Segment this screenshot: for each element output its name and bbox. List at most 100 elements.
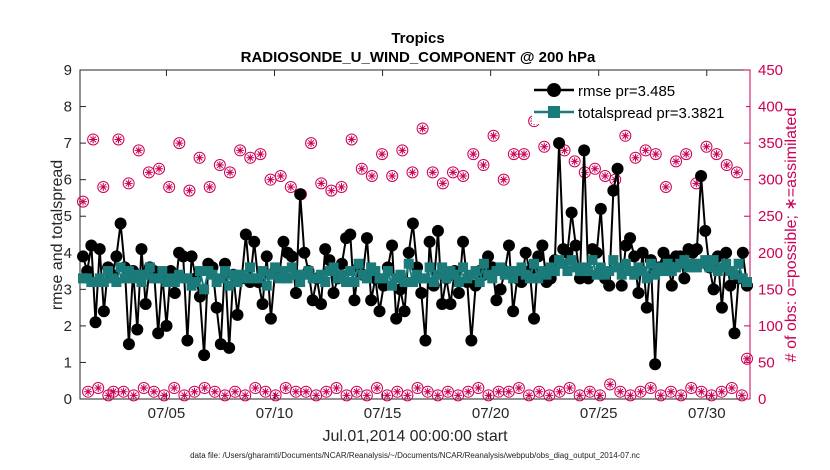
obs-possible-marker — [497, 173, 510, 186]
obs-assimilated-marker — [631, 153, 640, 162]
obs-assimilated-marker — [494, 387, 503, 396]
totalspread-point — [282, 273, 293, 284]
x-tick-label: 07/25 — [580, 405, 618, 422]
obs-count-point — [264, 173, 277, 186]
obs-assimilated-marker — [362, 391, 371, 400]
obs-assimilated-marker — [601, 172, 610, 181]
rmse-point — [260, 250, 273, 263]
rmse-point — [715, 301, 728, 314]
obs-count-point — [533, 385, 546, 398]
obs-assimilated-marker — [535, 387, 544, 396]
rmse-point — [490, 294, 503, 307]
obs-count-point — [178, 389, 191, 402]
x-tick-label: 07/05 — [148, 405, 186, 422]
obs-possible-marker — [401, 389, 414, 402]
obs-assimilated-marker — [372, 384, 381, 393]
obs-possible-marker — [107, 385, 120, 398]
totalspread-point — [336, 269, 347, 280]
obs-assimilated-marker — [144, 168, 153, 177]
obs-assimilated-marker — [104, 391, 113, 400]
rmse-point — [373, 305, 386, 318]
legend-rmse-marker — [547, 83, 561, 97]
obs-possible-marker — [87, 133, 100, 146]
rmse-point — [695, 170, 708, 183]
totalspread-series — [78, 255, 752, 295]
rmse-point — [607, 184, 620, 197]
obs-possible-marker — [305, 137, 318, 150]
obs-assimilated-marker — [99, 182, 108, 191]
obs-count-point — [330, 382, 343, 395]
rmse-point — [423, 235, 436, 248]
obs-count-point — [376, 148, 389, 161]
obs-possible-marker — [730, 166, 743, 179]
totalspread-point — [458, 262, 469, 273]
rmse-point — [223, 341, 236, 354]
x-tick-label: 07/10 — [256, 405, 294, 422]
obs-assimilated-marker — [109, 387, 118, 396]
totalspread-point — [403, 258, 414, 269]
obs-count-point — [639, 144, 652, 157]
totalspread-point — [587, 255, 598, 266]
obs-possible-marker — [315, 177, 328, 190]
rmse-point — [231, 308, 244, 321]
obs-assimilated-marker — [347, 135, 356, 144]
obs-possible-marker — [619, 129, 632, 142]
obs-count-point — [705, 389, 718, 402]
obs-assimilated-marker — [332, 384, 341, 393]
totalspread-point — [345, 266, 356, 277]
obs-count-point — [604, 378, 617, 391]
rmse-point — [640, 301, 653, 314]
obs-assimilated-marker — [560, 146, 569, 155]
x-tick-label: 07/30 — [688, 405, 726, 422]
obs-count-point — [396, 144, 409, 157]
obs-count-point — [431, 389, 444, 402]
obs-possible-marker — [477, 159, 490, 172]
totalspread-point — [650, 269, 661, 280]
obs-assimilated-marker — [246, 153, 255, 162]
totalspread-point — [679, 255, 690, 266]
obs-possible-marker — [720, 159, 733, 172]
obs-possible-marker — [203, 180, 216, 193]
obs-assimilated-marker — [129, 391, 138, 400]
totalspread-point — [604, 266, 615, 277]
y-right-tick-label: 250 — [758, 208, 783, 225]
rmse-point — [239, 228, 252, 241]
obs-possible-marker — [330, 382, 343, 395]
obs-assimilated-marker — [555, 387, 564, 396]
obs-count-point — [305, 137, 318, 150]
obs-assimilated-marker — [175, 139, 184, 148]
obs-assimilated-marker — [160, 391, 169, 400]
obs-possible-marker — [680, 148, 693, 161]
obs-assimilated-marker — [276, 172, 285, 181]
obs-assimilated-marker — [656, 391, 665, 400]
totalspread-point — [328, 262, 339, 273]
rmse-point — [77, 250, 89, 263]
rmse-point — [736, 246, 749, 259]
rmse-point — [160, 319, 173, 332]
obs-assimilated-marker — [672, 157, 681, 166]
totalspread-point — [645, 258, 656, 269]
obs-possible-marker — [345, 133, 358, 146]
obs-count-point — [725, 382, 738, 395]
rmse-point — [624, 232, 637, 245]
obs-assimilated-marker — [504, 387, 513, 396]
rmse-point — [415, 286, 428, 299]
y-right-tick-label: 200 — [758, 245, 783, 262]
obs-assimilated-marker — [428, 168, 437, 177]
rmse-point — [294, 188, 307, 201]
obs-count-point — [213, 159, 226, 172]
y-right-tick-label: 450 — [758, 62, 783, 79]
obs-count-point — [112, 133, 125, 146]
obs-count-point — [467, 148, 480, 161]
obs-count-point — [441, 385, 454, 398]
obs-possible-marker — [563, 382, 576, 395]
legend-spread-label: totalspread pr=3.3821 — [578, 105, 724, 122]
obs-count-point — [624, 389, 637, 402]
obs-possible-marker — [710, 148, 723, 161]
totalspread-point — [303, 266, 314, 277]
y-tick-label: 9 — [64, 62, 72, 79]
obs-count-point — [710, 148, 723, 161]
rmse-point — [135, 243, 148, 256]
obs-assimilated-marker — [484, 391, 493, 400]
totalspread-point — [704, 262, 715, 273]
